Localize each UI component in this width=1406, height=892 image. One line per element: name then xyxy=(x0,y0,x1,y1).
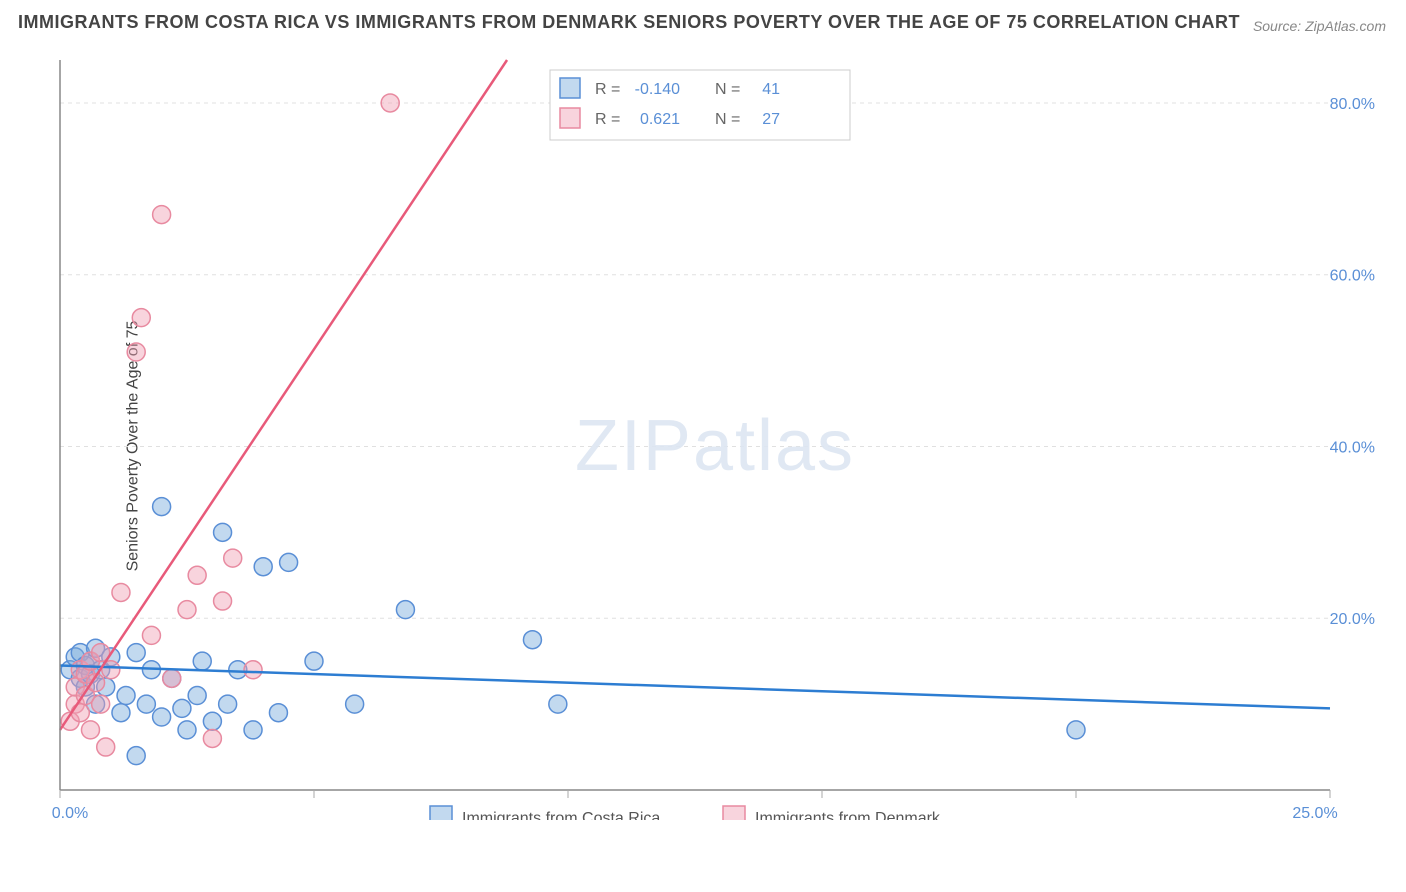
correlation-scatter-chart: ZIPatlas 20.0% 40.0% 60.0% 80.0% 0.0% 25.0% R… xyxy=(50,50,1380,820)
data-point xyxy=(178,601,196,619)
data-point xyxy=(244,661,262,679)
data-point xyxy=(203,712,221,730)
y-tick-label: 60.0% xyxy=(1330,268,1375,285)
watermark: ZIPatlas xyxy=(575,406,855,486)
data-point xyxy=(153,498,171,516)
legend-stat: R = xyxy=(595,81,620,98)
data-point xyxy=(117,687,135,705)
y-tick-label: 20.0% xyxy=(1330,611,1375,628)
y-tick-label: 80.0% xyxy=(1330,96,1375,113)
data-point xyxy=(219,695,237,713)
data-point xyxy=(127,644,145,662)
data-point xyxy=(92,695,110,713)
data-point xyxy=(523,631,541,649)
data-point xyxy=(127,343,145,361)
source-credit: Source: ZipAtlas.com xyxy=(1253,18,1386,34)
legend-stat: N = xyxy=(715,81,740,98)
data-point xyxy=(549,695,567,713)
data-point xyxy=(188,566,206,584)
x-tick-label: 25.0% xyxy=(1292,805,1337,820)
trend-line xyxy=(60,60,507,730)
legend-stat: 41 xyxy=(762,81,780,98)
data-point xyxy=(346,695,364,713)
legend-stat: N = xyxy=(715,111,740,128)
data-point xyxy=(137,695,155,713)
data-point xyxy=(203,729,221,747)
data-point xyxy=(173,699,191,717)
data-point xyxy=(214,592,232,610)
data-point xyxy=(178,721,196,739)
data-point xyxy=(381,94,399,112)
data-point xyxy=(1067,721,1085,739)
data-point xyxy=(71,704,89,722)
data-point xyxy=(244,721,262,739)
data-point xyxy=(254,558,272,576)
data-point xyxy=(269,704,287,722)
data-point xyxy=(280,553,298,571)
data-point xyxy=(396,601,414,619)
chart-title: IMMIGRANTS FROM COSTA RICA VS IMMIGRANTS… xyxy=(18,12,1240,33)
data-point xyxy=(127,747,145,765)
data-point xyxy=(112,583,130,601)
legend-stat: R = xyxy=(595,111,620,128)
data-point xyxy=(163,669,181,687)
data-point xyxy=(112,704,130,722)
data-point xyxy=(81,721,99,739)
data-point xyxy=(142,626,160,644)
legend-stat: 27 xyxy=(762,111,780,128)
y-tick-label: 40.0% xyxy=(1330,439,1375,456)
data-point xyxy=(153,708,171,726)
data-point xyxy=(214,523,232,541)
data-point xyxy=(193,652,211,670)
trend-line xyxy=(60,665,1330,708)
data-point xyxy=(305,652,323,670)
series-legend: Immigrants from Costa Rica Immigrants fro… xyxy=(430,806,941,820)
x-tick-label: 0.0% xyxy=(52,805,88,820)
data-point xyxy=(132,309,150,327)
legend-series-label: Immigrants from Costa Rica xyxy=(462,810,660,820)
legend-series-label: Immigrants from Denmark xyxy=(755,810,941,820)
correlation-legend: R = -0.140 N = 41 R = 0.621 N = 27 xyxy=(550,70,850,140)
legend-stat: 0.621 xyxy=(640,111,680,128)
data-point xyxy=(97,738,115,756)
data-point xyxy=(153,206,171,224)
legend-stat: -0.140 xyxy=(635,81,680,98)
data-point xyxy=(224,549,242,567)
data-point xyxy=(188,687,206,705)
